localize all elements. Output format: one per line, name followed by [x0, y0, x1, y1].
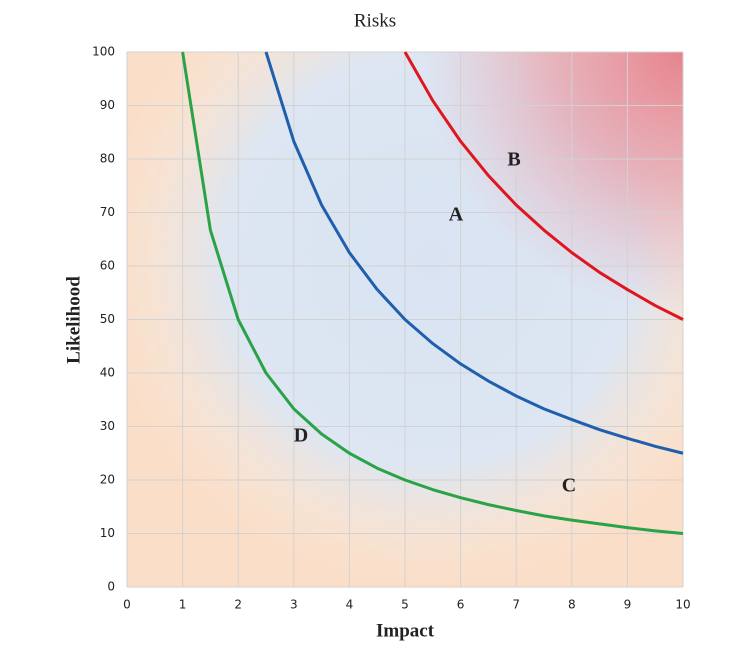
x-axis-label: Impact — [376, 620, 435, 641]
y-tick-label: 10 — [100, 526, 115, 540]
annotation: B — [507, 149, 520, 171]
line-series — [264, 51, 684, 455]
x-tick-label: 8 — [568, 598, 576, 612]
x-tick-label: 5 — [401, 598, 409, 612]
y-tick-label: 60 — [100, 259, 115, 273]
y-tick-label: 0 — [107, 580, 115, 594]
y-tick-label: 70 — [100, 205, 115, 219]
y-tick-label: 40 — [100, 366, 115, 380]
line-series — [403, 51, 684, 321]
annotation: A — [449, 204, 464, 226]
y-tick-label: 20 — [100, 473, 115, 487]
x-tick-label: 3 — [290, 598, 298, 612]
y-tick-label: 100 — [92, 45, 115, 59]
y-tick-label: 30 — [100, 419, 115, 433]
y-tick-label: 80 — [100, 152, 115, 166]
x-tick-label: 0 — [123, 598, 131, 612]
x-tick-label: 4 — [346, 598, 354, 612]
x-tick-label: 7 — [512, 598, 520, 612]
x-tick-label: 10 — [675, 598, 690, 612]
line-series — [181, 51, 684, 535]
y-tick-label: 90 — [100, 98, 115, 112]
x-tick-label: 6 — [457, 598, 465, 612]
y-axis-label: Likelihood — [63, 276, 84, 364]
x-tick-label: 1 — [179, 598, 187, 612]
chart-title: Risks — [354, 10, 396, 31]
annotation: D — [294, 425, 308, 447]
y-tick-label: 50 — [100, 312, 115, 326]
x-tick-label: 2 — [234, 598, 242, 612]
annotation: C — [562, 475, 576, 497]
x-tick-label: 9 — [624, 598, 632, 612]
